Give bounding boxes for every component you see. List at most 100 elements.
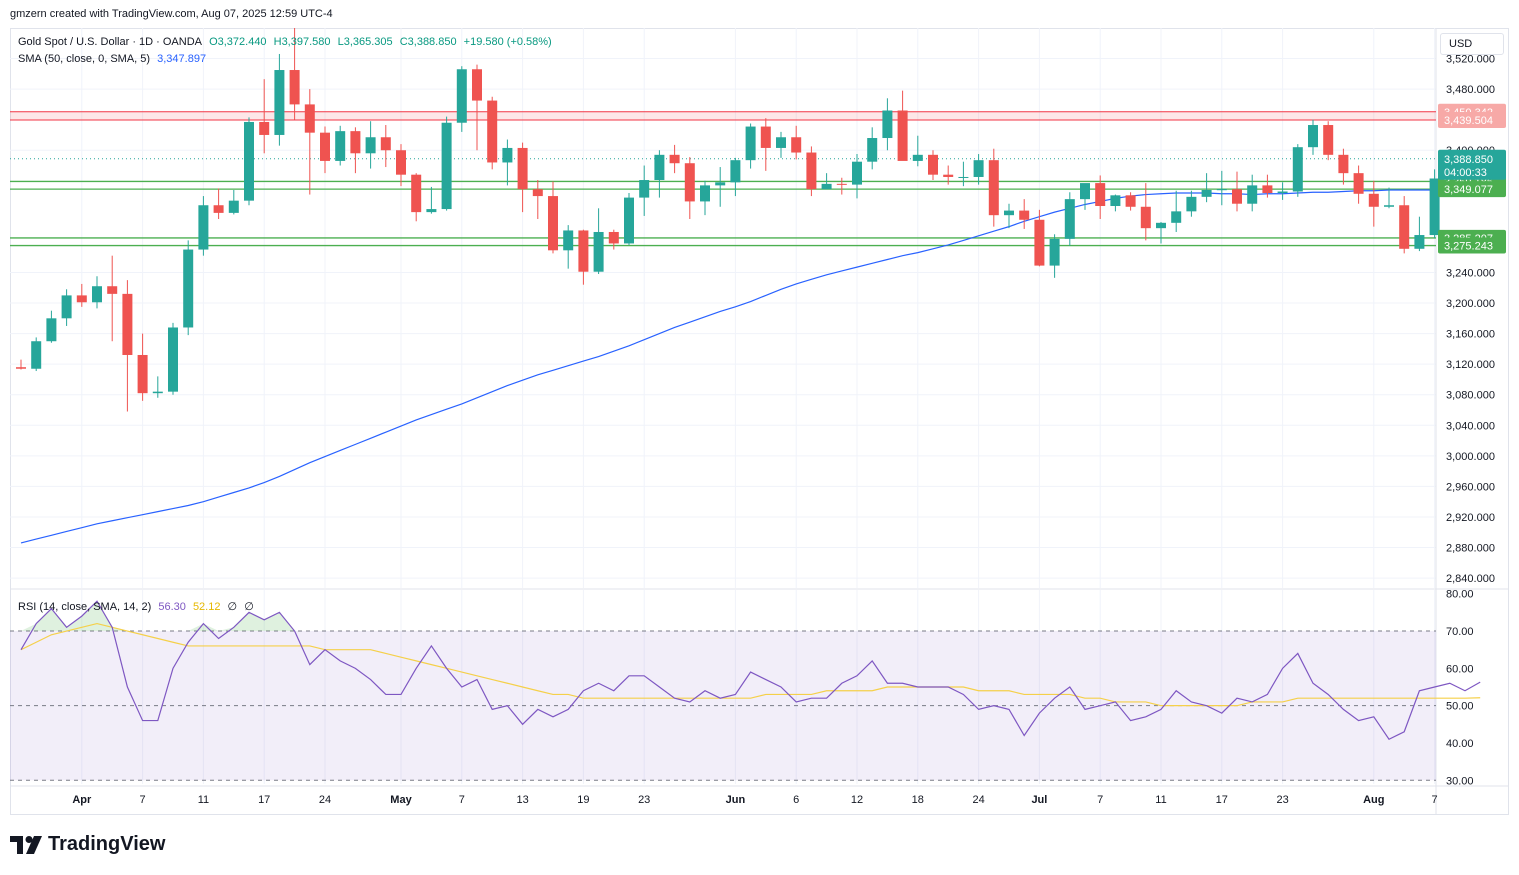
candle-bearish xyxy=(1034,219,1045,266)
time-tick-label: Apr xyxy=(72,794,92,806)
candle-bullish xyxy=(335,131,346,161)
sma-value: 3,347.897 xyxy=(157,53,207,65)
symbol-legend: Gold Spot / U.S. Dollar · 1D · OANDA O3,… xyxy=(18,36,556,48)
rsi-sma-line xyxy=(20,622,1481,707)
price-tick-label: 3,520.000 xyxy=(1446,54,1495,66)
price-tick-label: 2,920.000 xyxy=(1446,512,1495,524)
symbol-name[interactable]: Gold Spot / U.S. Dollar · 1D · OANDA xyxy=(18,36,202,48)
candle-bullish xyxy=(654,154,665,181)
candle-bullish xyxy=(624,197,634,244)
candle-bullish xyxy=(1049,238,1060,266)
resistance-price-label: 3,439.504 xyxy=(1444,115,1493,127)
candle-bullish xyxy=(821,183,832,190)
candle-bearish xyxy=(137,354,148,394)
tradingview-logo[interactable]: TradingView xyxy=(10,833,165,856)
rsi-tick-label: 30.00 xyxy=(1446,775,1474,787)
countdown-label: 04:00:33 xyxy=(1444,167,1487,179)
rsi-sma-value: 52.12 xyxy=(192,601,221,613)
low-value: L3,365.305 xyxy=(337,36,393,48)
candle-bearish xyxy=(472,69,482,101)
candle-bullish xyxy=(274,70,285,135)
candle-bearish xyxy=(1232,189,1242,204)
candle-bullish xyxy=(1080,183,1090,200)
price-tick-label: 2,880.000 xyxy=(1446,543,1495,555)
rsi-extra-1: ∅ xyxy=(227,601,238,613)
candle-bearish xyxy=(487,100,498,163)
candle-bearish xyxy=(122,293,133,355)
candle-bullish xyxy=(198,205,209,250)
candle-bearish xyxy=(943,174,954,177)
time-tick-label: 13 xyxy=(516,794,528,806)
time-tick-label: 11 xyxy=(1155,794,1166,806)
candle-bearish xyxy=(1323,125,1334,155)
candle-bearish xyxy=(259,121,270,135)
chart-canvas[interactable]: 3,520.0003,480.0003,400.0003,240.0003,20… xyxy=(10,28,1509,815)
candle-bearish xyxy=(988,160,999,216)
candle-bullish xyxy=(1156,222,1166,229)
candle-bullish xyxy=(168,327,178,392)
time-tick-label: 17 xyxy=(258,794,270,806)
rsi-label[interactable]: RSI (14, close, SMA, 14, 2) xyxy=(18,601,152,613)
candle-bearish xyxy=(669,154,680,164)
candle-bullish xyxy=(228,200,239,213)
candle-bullish xyxy=(1292,147,1303,192)
candle-bearish xyxy=(107,286,118,294)
candle-bullish xyxy=(593,231,604,272)
candle-bullish xyxy=(776,137,786,148)
candle-bearish xyxy=(213,205,224,213)
support-price-label: 3,275.243 xyxy=(1444,241,1493,253)
candle-bullish xyxy=(456,69,467,123)
support-price-label: 3,349.077 xyxy=(1444,184,1493,196)
price-tick-label: 3,200.000 xyxy=(1446,298,1495,310)
time-tick-label: Aug xyxy=(1363,794,1384,806)
candle-bearish xyxy=(1095,183,1106,207)
candle-bullish xyxy=(31,341,42,369)
candle-bullish xyxy=(1004,210,1014,216)
candle-bullish xyxy=(46,318,57,342)
candle-bearish xyxy=(836,183,847,185)
candle-bearish xyxy=(320,132,330,161)
time-tick-label: 18 xyxy=(912,794,924,806)
sma-legend: SMA (50, close, 0, SMA, 5) 3,347.897 xyxy=(18,53,210,65)
sma-label[interactable]: SMA (50, close, 0, SMA, 5) xyxy=(18,53,151,65)
time-tick-label: 23 xyxy=(1276,794,1288,806)
candle-bearish xyxy=(396,150,406,175)
candle-bearish xyxy=(760,126,771,148)
candle-bearish xyxy=(897,110,908,161)
candle-bearish xyxy=(608,231,619,244)
candle-bullish xyxy=(1171,211,1182,223)
candle-bearish xyxy=(806,152,817,190)
candle-bullish xyxy=(183,249,194,328)
price-tick-label: 3,240.000 xyxy=(1446,267,1495,279)
rsi-tick-label: 50.00 xyxy=(1446,701,1474,713)
candle-bullish xyxy=(745,126,756,161)
candle-bullish xyxy=(502,147,513,163)
price-tick-label: 3,120.000 xyxy=(1446,359,1495,371)
candle-bullish xyxy=(61,295,72,319)
candle-bullish xyxy=(92,286,102,303)
last-price-label-bg xyxy=(1438,149,1506,180)
currency-button[interactable]: USD xyxy=(1440,33,1504,55)
support-price-label-bg xyxy=(1438,237,1506,254)
candle-bearish xyxy=(16,367,26,369)
rsi-tick-label: 40.00 xyxy=(1446,738,1474,750)
price-tick-label: 3,160.000 xyxy=(1446,329,1495,341)
candle-bullish xyxy=(867,138,878,162)
last-price-label: 3,388.850 xyxy=(1444,154,1493,166)
sma-line xyxy=(20,189,1466,544)
candle-bearish xyxy=(517,147,528,190)
time-tick-label: 12 xyxy=(851,794,863,806)
candle-bullish xyxy=(152,391,163,394)
candle-bullish xyxy=(1384,205,1394,207)
candle-bearish xyxy=(532,189,543,197)
time-tick-label: 6 xyxy=(793,794,799,806)
time-tick-label: Jun xyxy=(726,794,746,806)
time-tick-label: Jul xyxy=(1031,794,1047,806)
high-value: H3,397.580 xyxy=(273,36,331,48)
chart-credit: gmzern created with TradingView.com, Aug… xyxy=(10,8,333,20)
candle-bearish xyxy=(1262,185,1273,194)
time-tick-label: 19 xyxy=(577,794,589,806)
candle-bearish xyxy=(76,295,87,303)
price-tick-label: 3,040.000 xyxy=(1446,420,1495,432)
candle-bullish xyxy=(1247,185,1258,204)
